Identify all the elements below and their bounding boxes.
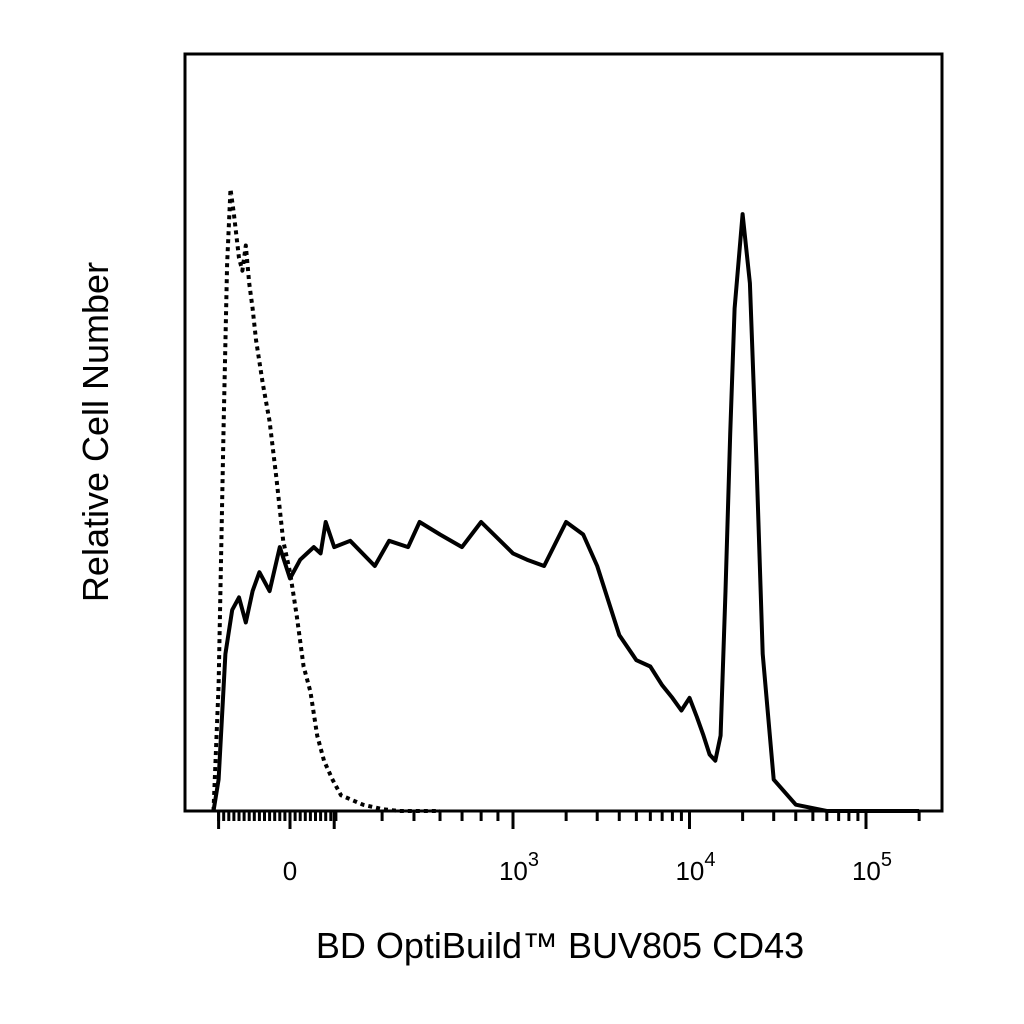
x-axis-title: BD OptiBuild™ BUV805 CD43 xyxy=(316,925,804,966)
plot-frame xyxy=(183,52,944,813)
y-axis-title: Relative Cell Number xyxy=(75,262,116,602)
histogram-curves xyxy=(211,187,920,813)
stained-series-line xyxy=(211,212,920,813)
control-series-line xyxy=(211,187,440,813)
x-tick-label: 0 xyxy=(283,856,297,886)
x-axis-tick-labels: 0 103 104 105 xyxy=(283,849,892,886)
x-tick-label: 103 xyxy=(499,849,539,886)
x-tick-label: 105 xyxy=(852,849,892,886)
x-tick-label: 104 xyxy=(675,849,715,886)
x-axis-ticks xyxy=(217,811,921,829)
